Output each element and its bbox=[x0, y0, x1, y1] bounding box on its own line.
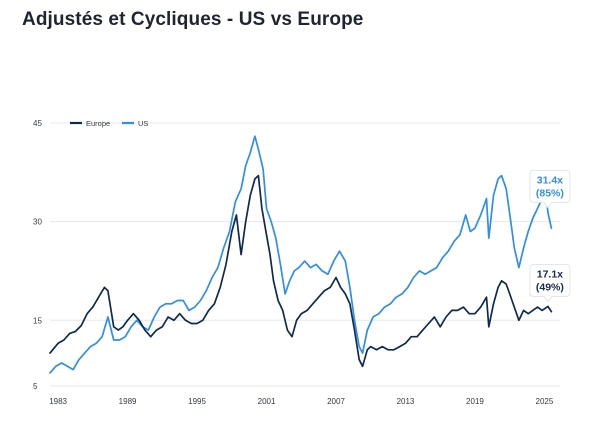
chart-title: Adjustés et Cycliques - US vs Europe bbox=[22, 9, 364, 30]
y-tick-label: 30 bbox=[33, 218, 42, 227]
y-tick-label: 45 bbox=[33, 119, 42, 128]
callout-europe: 17.1x(49%) bbox=[529, 263, 571, 303]
legend: Europe US bbox=[70, 119, 148, 128]
x-tick-label: 2007 bbox=[327, 397, 345, 406]
callout-box bbox=[529, 263, 571, 303]
annotations: 31.4x(85%) 17.1x(49%) bbox=[529, 169, 571, 303]
x-tick-label: 1983 bbox=[49, 397, 67, 406]
x-tick-label: 1995 bbox=[188, 397, 206, 406]
callout-percent: (85%) bbox=[536, 187, 564, 199]
callout-box bbox=[529, 169, 571, 209]
y-tick-label: 15 bbox=[33, 316, 42, 325]
grid-layer bbox=[50, 122, 560, 387]
x-tick-label: 2025 bbox=[536, 397, 554, 406]
series-line-us bbox=[49, 135, 553, 374]
x-tick-label: 2013 bbox=[397, 397, 415, 406]
callout-percent: (49%) bbox=[536, 281, 564, 293]
x-tick-label: 1989 bbox=[119, 397, 137, 406]
axis-layer: 45 30 15 5 1983 1989 1995 2001 2007 2013 2019 2025 bbox=[33, 119, 554, 406]
series-line-europe bbox=[49, 174, 553, 368]
legend-label-us: US bbox=[138, 119, 148, 128]
legend-label-europe: Europe bbox=[86, 119, 110, 128]
callout-value: 31.4x bbox=[537, 174, 563, 186]
callout-us: 31.4x(85%) bbox=[529, 169, 571, 209]
x-tick-label: 2019 bbox=[466, 397, 484, 406]
x-tick-label: 2001 bbox=[258, 397, 276, 406]
y-tick-label: 5 bbox=[33, 382, 38, 391]
callout-value: 17.1x bbox=[537, 268, 563, 280]
series-layer bbox=[49, 135, 553, 374]
